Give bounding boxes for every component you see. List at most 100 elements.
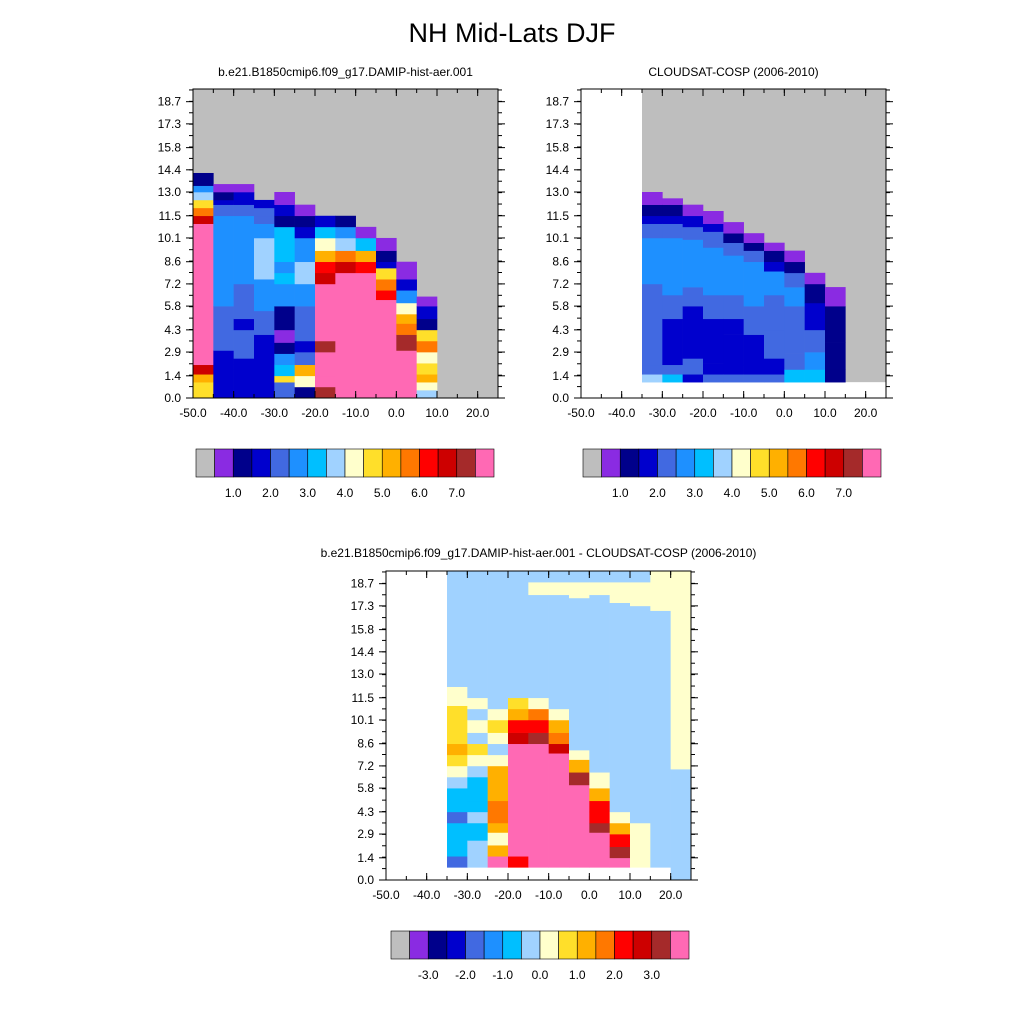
heatmap-cell (254, 215, 275, 224)
y-tick-label: 8.6 (164, 255, 181, 269)
heatmap-cell (396, 290, 417, 304)
heatmap-cell (315, 272, 336, 285)
heatmap-cell (416, 296, 438, 307)
heatmap-cell (784, 369, 805, 383)
heatmap-cell (589, 800, 610, 813)
heatmap-cell (589, 822, 610, 833)
heatmap-cell (662, 237, 683, 296)
heatmap-cell (804, 369, 826, 383)
heatmap-cell (274, 204, 295, 217)
y-tick-label: 13.0 (351, 667, 375, 681)
subplot-title: CLOUDSAT-COSP (2006-2010) (648, 65, 818, 79)
heatmap-cell (723, 334, 744, 375)
y-tick-label: 11.5 (159, 209, 182, 223)
heatmap-cell (254, 369, 275, 399)
y-tick-label: 15.8 (158, 141, 182, 155)
y-tick-label: 11.5 (547, 209, 570, 223)
colorbar-swatch (465, 930, 485, 960)
x-tick-label: -20.0 (494, 888, 522, 902)
heatmap-cell (233, 215, 255, 247)
heatmap-cell (682, 358, 704, 375)
colorbar-label: 0.0 (532, 968, 549, 982)
colorbar-label: 4.0 (724, 486, 741, 500)
heatmap-cell (784, 250, 805, 263)
heatmap-cell (447, 822, 468, 857)
heatmap-cell (233, 358, 255, 370)
heatmap-cell (193, 185, 214, 193)
heatmap-cell (743, 364, 765, 375)
plot-2: -50.0 -40.0 -30.0 -20.0 -10.0 0.0 10.0 20.0 0.0 1… (546, 65, 893, 500)
heatmap-cell (642, 192, 663, 205)
heatmap-cell (487, 743, 509, 756)
y-tick-label: 17.3 (351, 599, 375, 613)
heatmap-cell (682, 374, 704, 383)
colorbar-swatch (270, 448, 290, 478)
heatmap-cell (467, 708, 488, 721)
colorbar-swatch (521, 930, 541, 960)
y-tick-label: 4.3 (164, 323, 181, 337)
heatmap-cell (233, 184, 255, 193)
y-tick-label: 5.8 (552, 299, 569, 313)
heatmap-cell (569, 784, 590, 868)
heatmap-cell (589, 772, 610, 789)
heatmap-cell (416, 340, 438, 353)
heatmap-cell (416, 374, 438, 383)
heatmap-cell (274, 342, 295, 354)
heatmap-cell (233, 318, 255, 331)
heatmap-cell (508, 732, 529, 745)
colorbar-swatch (502, 930, 522, 960)
heatmap-cell (294, 352, 316, 366)
y-tick-label: 18.7 (351, 577, 375, 591)
heatmap-cell (548, 582, 570, 596)
y-tick-label: 10.1 (351, 713, 375, 727)
heatmap-cell (274, 382, 295, 399)
heatmap-cell (315, 375, 336, 388)
heatmap-cell (487, 754, 509, 767)
heatmap-cell (447, 788, 468, 813)
x-tick-label: 20.0 (854, 406, 878, 420)
y-tick-label: 7.2 (552, 277, 569, 291)
heatmap-cell (335, 215, 356, 228)
y-tick-label: 17.3 (158, 117, 182, 131)
x-tick-label: 0.0 (388, 406, 405, 420)
heatmap-cell (396, 302, 417, 315)
colorbar-swatch (576, 930, 597, 960)
heatmap-cell (213, 215, 234, 307)
colorbar-swatch (675, 448, 696, 478)
heatmap-cell (630, 822, 651, 868)
heatmap-cell (630, 571, 651, 583)
heatmap-cell (487, 856, 509, 868)
colorbar-swatch (651, 930, 671, 960)
y-tick-label: 14.4 (158, 163, 182, 177)
y-tick-label: 1.4 (357, 851, 374, 865)
heatmap-cell (447, 777, 468, 789)
colorbar-swatch (214, 448, 234, 478)
plot-frame (192, 88, 499, 399)
heatmap-cell (670, 769, 692, 868)
heatmap-cell (213, 306, 234, 351)
heatmap-cell (315, 226, 336, 239)
colorbar-label: -1.0 (492, 968, 513, 982)
heatmap-cell (662, 295, 683, 320)
heatmap-cell (548, 708, 570, 721)
colorbar-swatch (768, 448, 789, 478)
colorbar-swatch (601, 448, 621, 478)
heatmap-cell (274, 353, 295, 366)
colorbar-swatch (326, 448, 346, 478)
heatmap-cell (213, 184, 234, 193)
heatmap-cell (487, 719, 509, 733)
colorbar-swatch (614, 930, 634, 960)
heatmap-cell (193, 374, 214, 383)
heatmap-cell (609, 822, 631, 835)
heatmap-cell (703, 211, 724, 224)
y-tick-label: 2.9 (552, 345, 569, 359)
x-tick-label: -50.0 (372, 888, 400, 902)
heatmap-cell (447, 743, 468, 756)
heatmap-cell (233, 192, 255, 205)
heatmap-cell (670, 867, 692, 881)
x-tick-label: 0.0 (581, 888, 598, 902)
heatmap-cell (315, 250, 336, 263)
heatmap-cell (467, 743, 488, 756)
heatmap-cell (274, 215, 295, 228)
heatmap-cell (784, 306, 805, 354)
